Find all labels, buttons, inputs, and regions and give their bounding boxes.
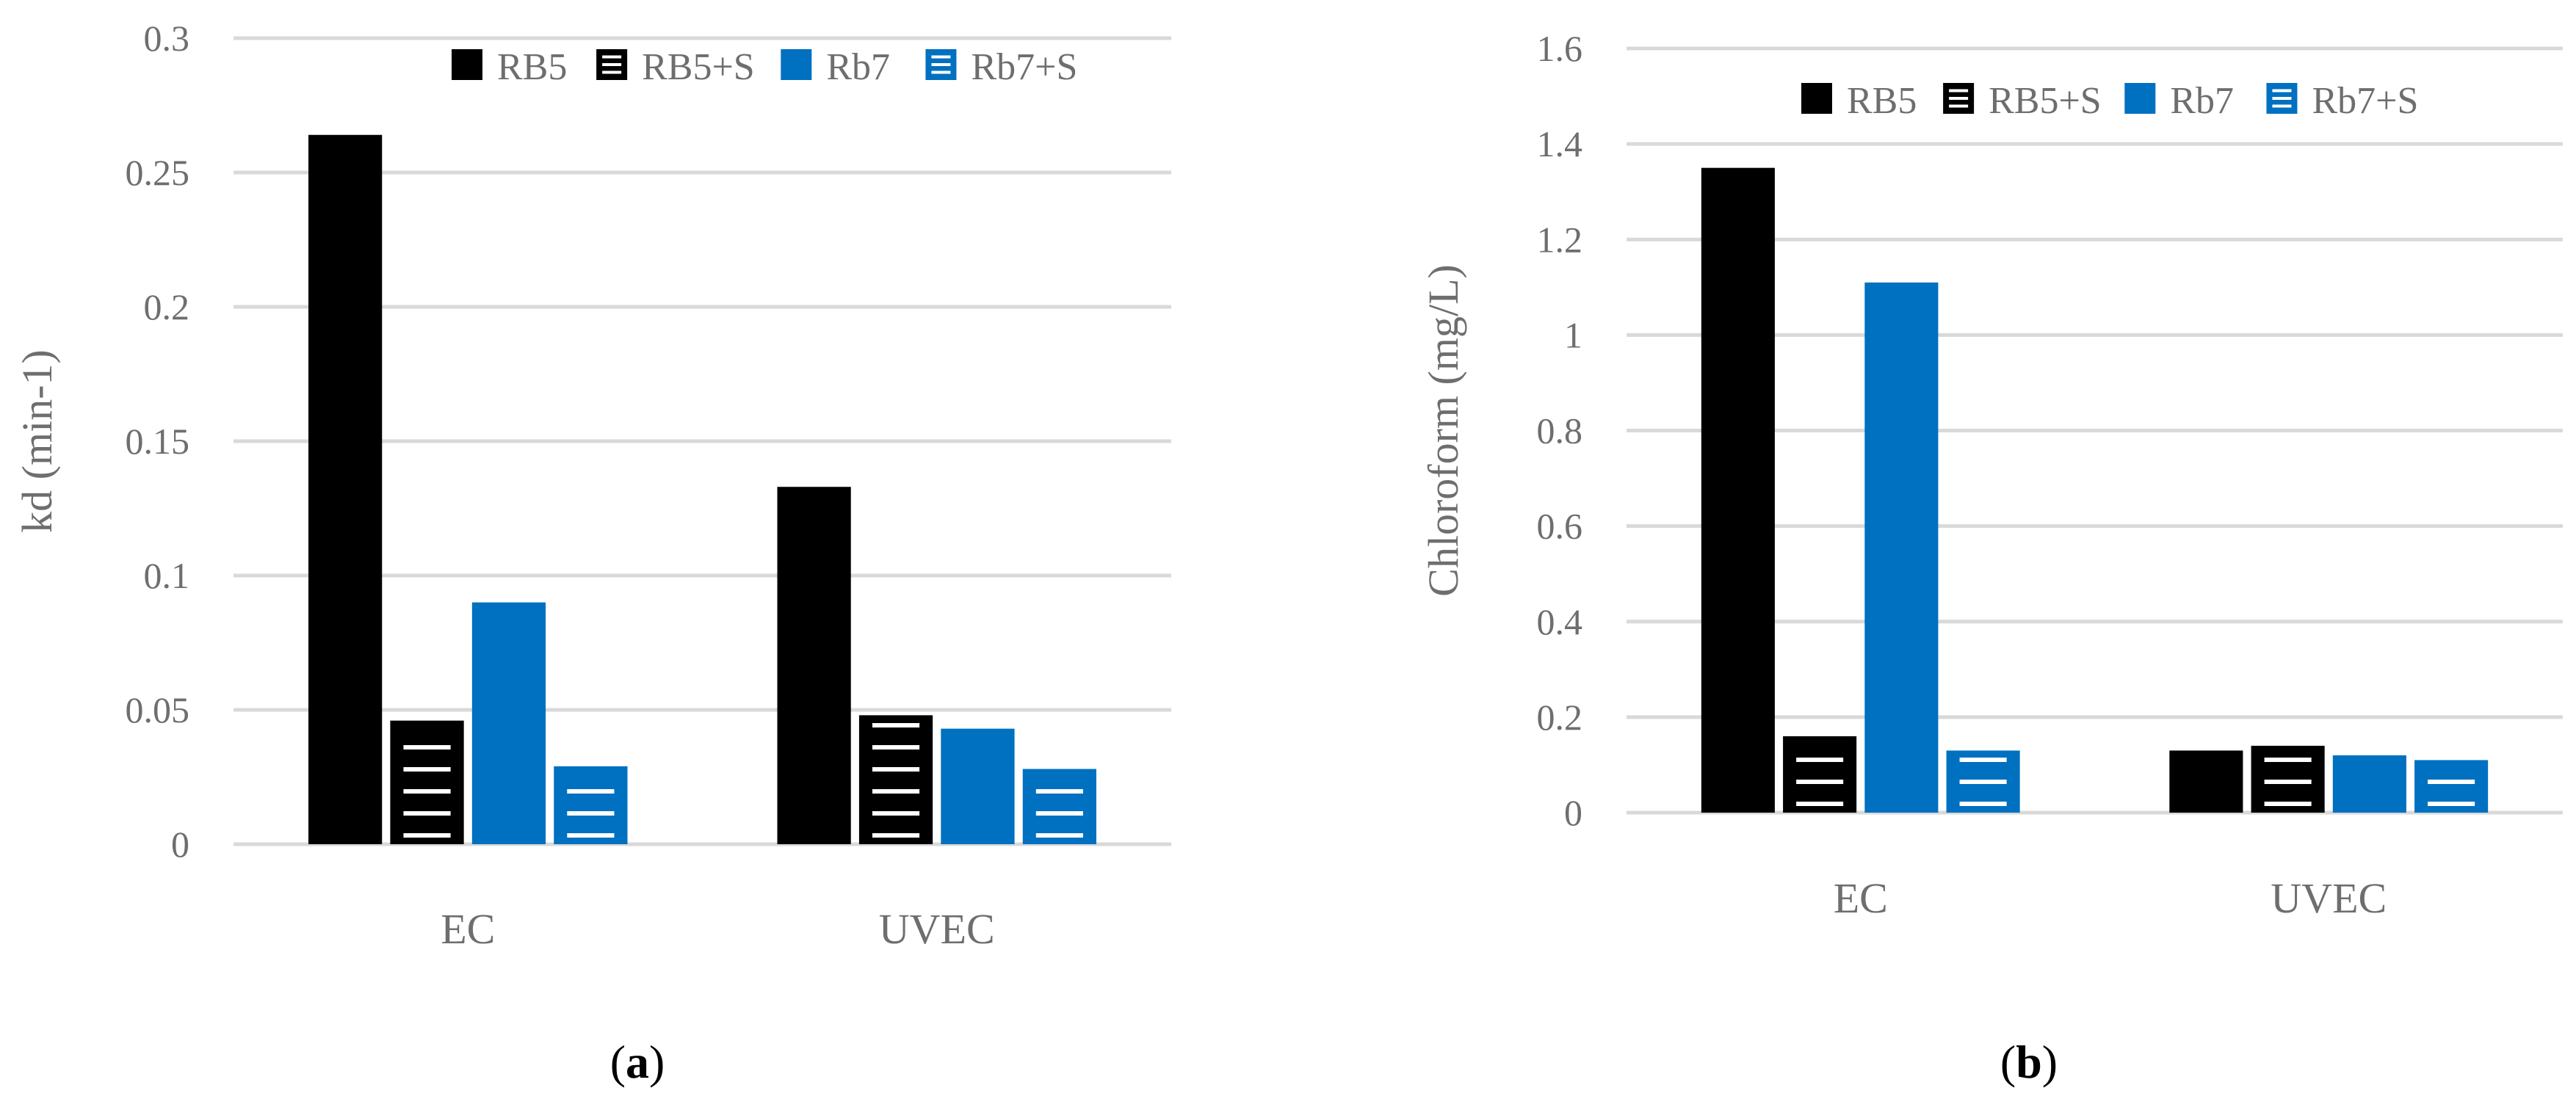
legend-label: Rb7 <box>2170 80 2234 122</box>
bar-fill <box>1701 167 1775 813</box>
bar-fill <box>554 766 628 844</box>
legend-label: Rb7 <box>826 46 890 88</box>
legend-label: Rb7+S <box>971 46 1077 88</box>
legend-swatch <box>1801 83 1832 114</box>
legend-item: RB5+S <box>1943 80 2102 122</box>
y-tick-label: 1.4 <box>1537 123 1583 164</box>
y-axis-label: kd (min-1) <box>13 349 61 533</box>
bar-fill <box>858 715 933 844</box>
legend-item: Rb7+S <box>925 46 1077 88</box>
bar-rb7-uvec <box>2332 755 2406 813</box>
legend-item: RB5 <box>452 46 567 88</box>
y-tick-label: 1 <box>1564 314 1582 355</box>
chart-b: 0 0.2 0.4 0.6 0.8 1 1.2 1.4 1.6 Chloroform (mg/L)… <box>1419 28 2563 1088</box>
y-tick-label: 0.6 <box>1537 506 1583 547</box>
legend-swatch <box>781 49 812 80</box>
bar-fill <box>777 487 851 844</box>
caption-close: ) <box>2042 1036 2058 1088</box>
legend-item: RB5+S <box>596 46 755 88</box>
legend-label: RB5+S <box>642 46 755 88</box>
x-category-label: EC <box>441 905 495 953</box>
y-tick-label: 0.3 <box>144 18 190 59</box>
y-tick-label: 1.6 <box>1537 28 1583 69</box>
panel-caption: (b) <box>2000 1036 2058 1088</box>
bar-rb5s-ec <box>390 720 464 844</box>
y-tick-label: 0 <box>171 824 189 865</box>
bar-rb5-uvec <box>777 487 851 844</box>
bar-rb7-ec <box>471 602 546 844</box>
legend-label: RB5 <box>497 46 567 88</box>
legend-label: RB5+S <box>1989 80 2102 122</box>
bar-fill <box>2332 755 2406 813</box>
bar-rb7s-uvec <box>2414 760 2489 813</box>
y-tick-label: 1.2 <box>1537 219 1583 260</box>
caption-letter: b <box>2016 1036 2042 1088</box>
caption-letter: a <box>626 1036 649 1088</box>
bar-rb5-uvec <box>2169 750 2243 813</box>
bar-fill <box>390 720 464 844</box>
bar-rb5-ec <box>1701 167 1775 813</box>
legend-swatch <box>2124 83 2156 114</box>
caption-close: ) <box>649 1036 665 1088</box>
y-tick-label: 0.4 <box>1537 601 1583 642</box>
bar-fill <box>471 602 546 844</box>
y-tick-label: 0.2 <box>144 286 190 327</box>
bar-fill <box>2251 745 2325 813</box>
y-tick-label: 0.25 <box>126 152 190 193</box>
bar-rb7s-ec <box>1946 750 2020 813</box>
y-tick-label: 0.1 <box>144 555 190 596</box>
panel-caption: (a) <box>610 1036 665 1088</box>
bar-rb7s-ec <box>554 766 628 844</box>
bar-fill <box>1022 769 1096 844</box>
bar-fill <box>2169 750 2243 813</box>
legend-swatch <box>452 49 482 80</box>
bar-fill <box>1864 282 1939 813</box>
y-axis-label: Chloroform (mg/L) <box>1419 264 1467 597</box>
legend-item: Rb7 <box>781 46 890 88</box>
bar-rb5s-uvec <box>858 715 933 844</box>
y-tick-label: 0.8 <box>1537 410 1583 451</box>
bar-rb7-uvec <box>941 728 1015 844</box>
legend-label: Rb7+S <box>2312 80 2418 122</box>
bar-rb5-ec <box>308 134 383 844</box>
y-tick-label: 0 <box>1564 792 1582 833</box>
y-tick-label: 0.05 <box>126 689 190 730</box>
x-category-label: EC <box>1834 874 1888 922</box>
caption-open: ( <box>2000 1036 2016 1088</box>
bar-rb5s-ec <box>1783 736 1857 813</box>
legend-item: Rb7 <box>2124 80 2234 122</box>
caption-open: ( <box>610 1036 626 1088</box>
bar-rb5s-uvec <box>2251 745 2325 813</box>
x-category-label: UVEC <box>2271 874 2387 922</box>
bar-fill <box>941 728 1015 844</box>
legend-item: Rb7+S <box>2266 80 2418 122</box>
bar-rb7s-uvec <box>1022 769 1096 844</box>
bar-rb7-ec <box>1864 282 1939 813</box>
legend-label: RB5 <box>1847 80 1917 122</box>
legend-item: RB5 <box>1801 80 1917 122</box>
bar-fill <box>1783 736 1857 813</box>
bar-fill <box>308 134 383 844</box>
y-tick-label: 0.15 <box>126 421 190 462</box>
chart-a: 0 0.05 0.1 0.15 0.2 0.25 0.3 kd (min-1) EC UVEC RB… <box>13 18 1171 1088</box>
x-category-label: UVEC <box>879 905 995 953</box>
y-tick-label: 0.2 <box>1537 697 1583 738</box>
